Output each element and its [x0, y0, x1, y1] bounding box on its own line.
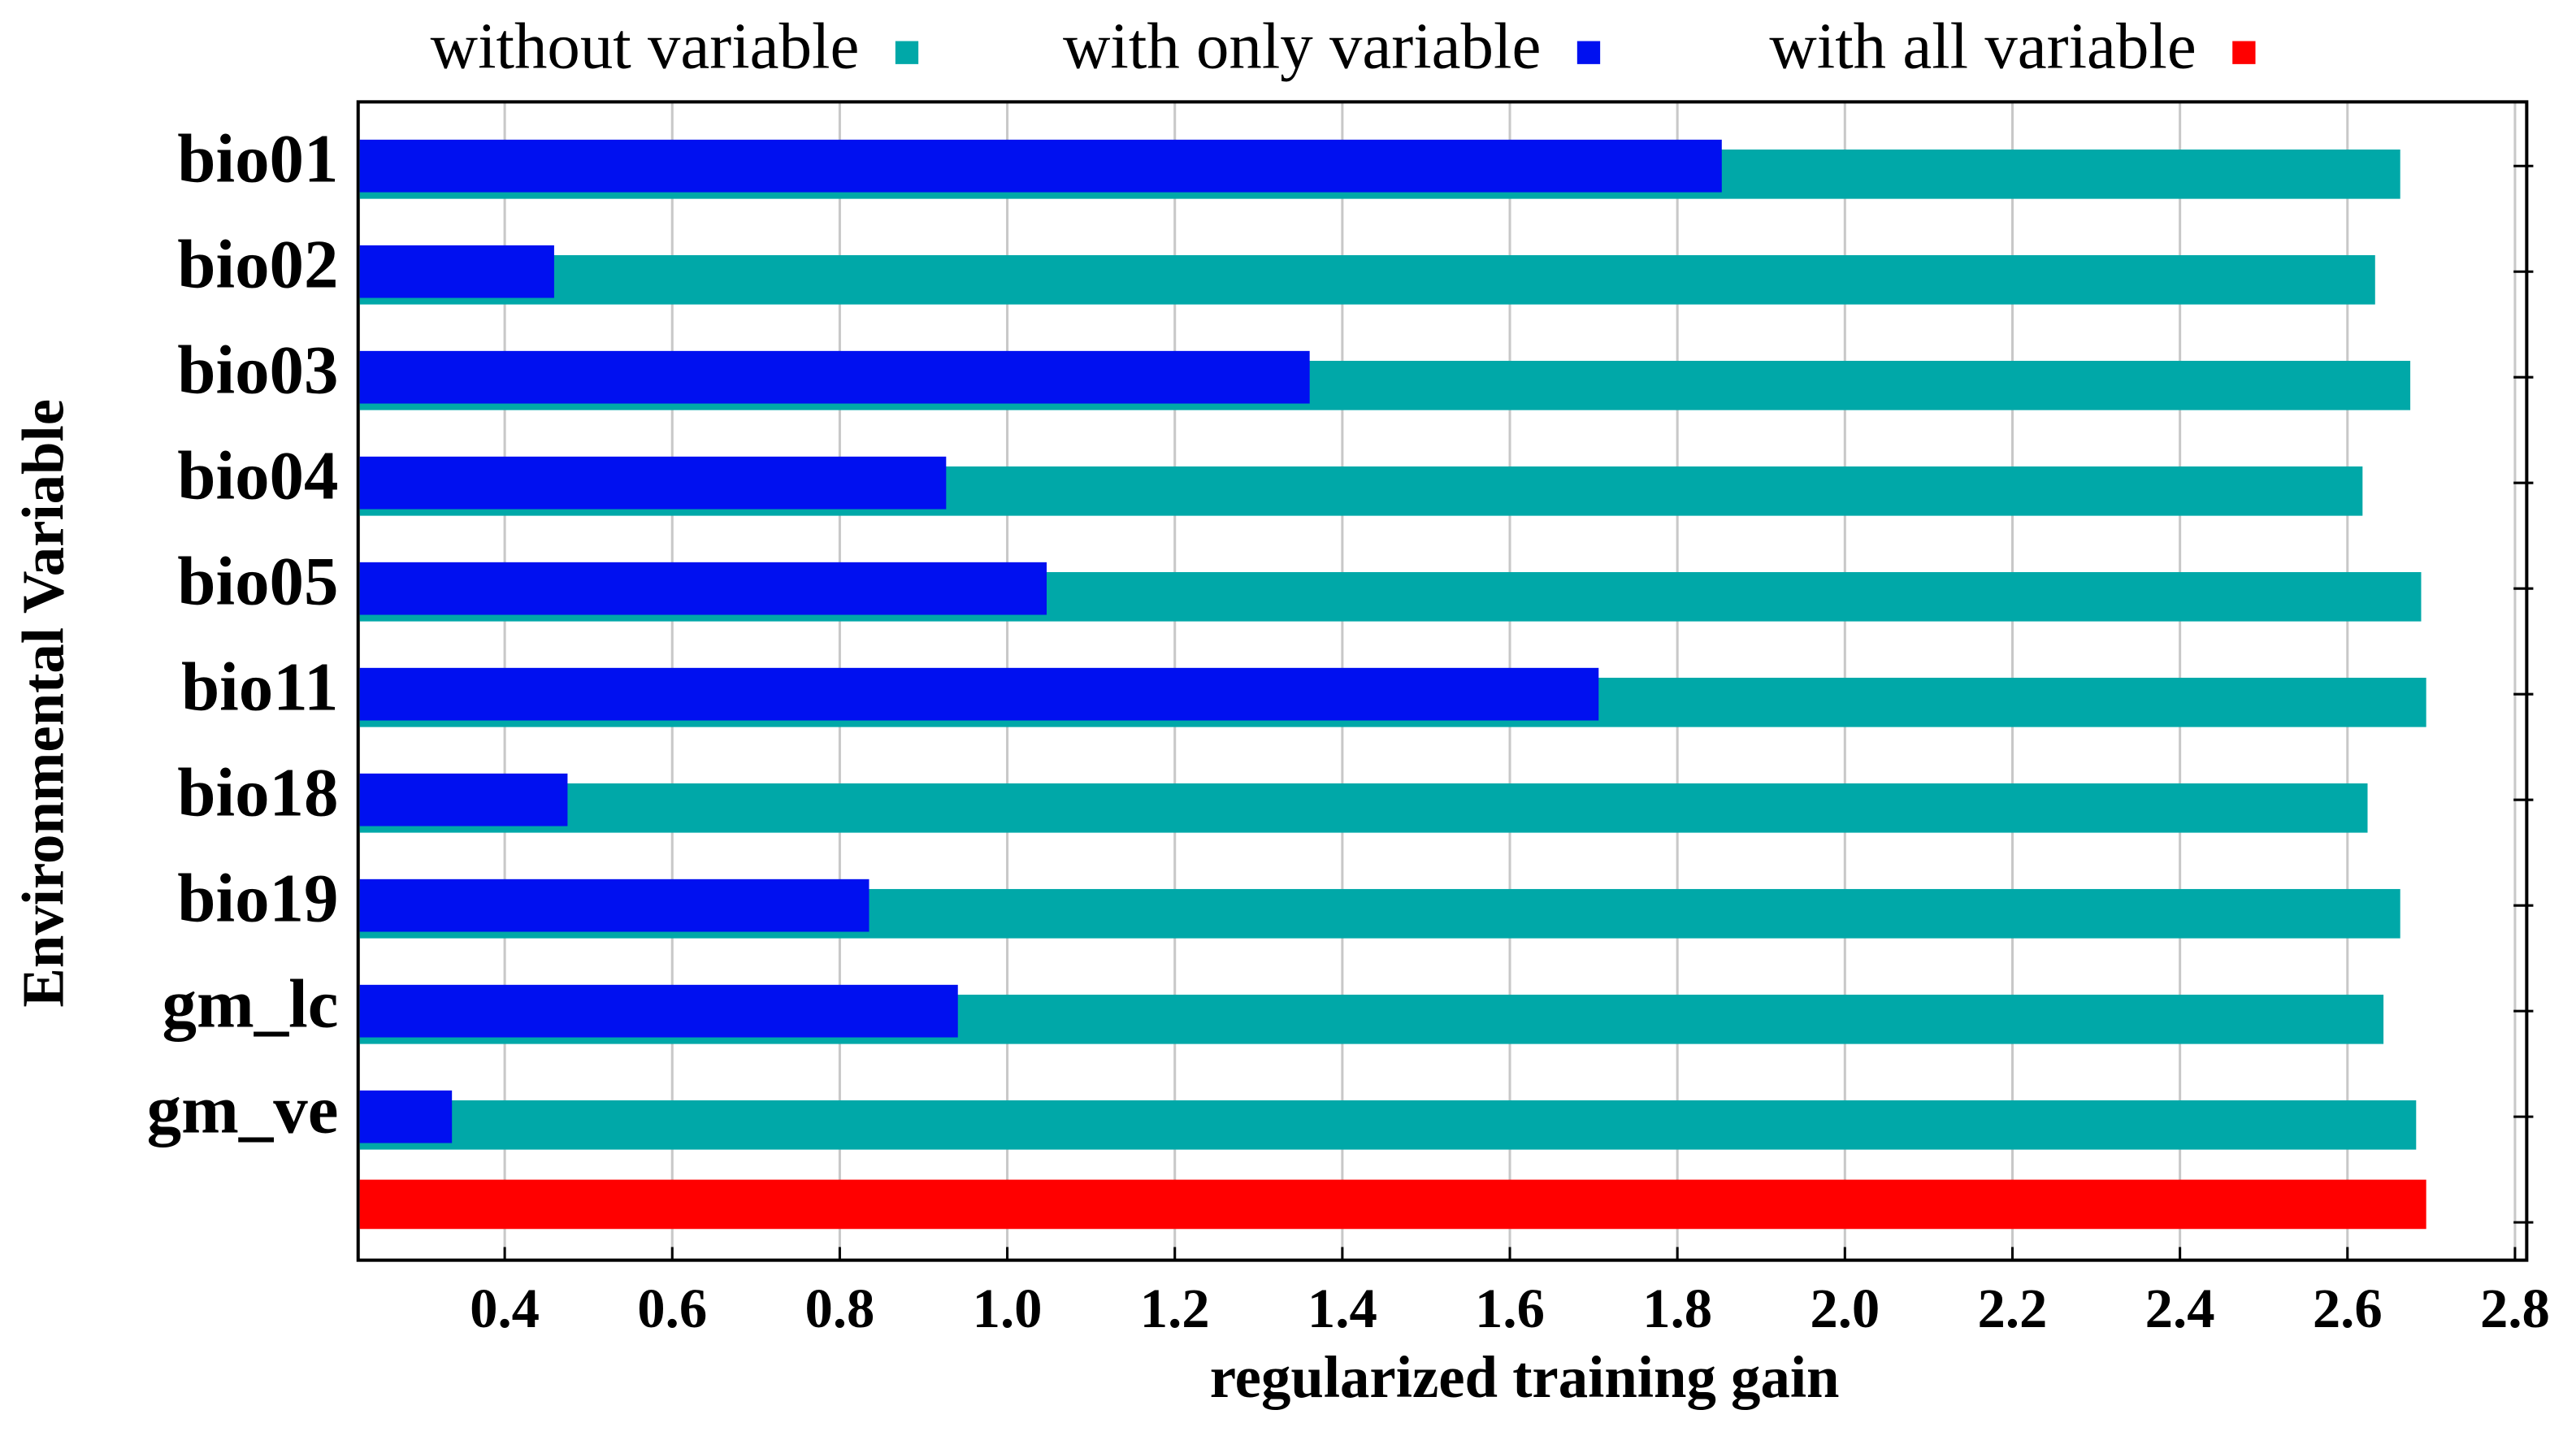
bar [359, 562, 1047, 615]
bar [359, 783, 2368, 833]
y-tick-label: bio18 [177, 755, 338, 831]
bar [359, 245, 554, 298]
x-tick-label: 2.2 [1978, 1278, 2048, 1339]
y-tick-label: bio02 [177, 227, 338, 303]
x-tick-label: 0.6 [637, 1278, 707, 1339]
x-tick-label: 2.4 [2145, 1278, 2215, 1339]
bar [359, 879, 870, 932]
x-axis-label: regularized training gain [1210, 1344, 1840, 1410]
plot-frame [356, 100, 2529, 1262]
x-tick-label: 1.0 [973, 1278, 1043, 1339]
bar [359, 984, 958, 1038]
y-tick-label: bio11 [181, 649, 338, 726]
y-tick-label: bio19 [177, 861, 338, 937]
x-tick-label: 1.8 [1642, 1278, 1712, 1339]
x-tick-label: 1.2 [1140, 1278, 1210, 1339]
legend-label: with only variable [1063, 10, 1541, 82]
x-tick-label: 2.8 [2480, 1278, 2550, 1339]
bar [359, 139, 1722, 193]
y-tick-label: gm_lc [163, 966, 339, 1043]
x-tick-label: 0.8 [804, 1278, 874, 1339]
legend-swatch [895, 41, 919, 64]
x-tick-label: 2.0 [1810, 1278, 1880, 1339]
x-tick-label: 1.4 [1308, 1278, 1377, 1339]
bar [359, 1179, 2426, 1230]
y-axis-label: Environmental Variable [10, 399, 76, 1008]
bar [359, 350, 1310, 404]
legend-swatch [1576, 41, 1601, 64]
y-tick-label: bio01 [177, 121, 338, 197]
bar [359, 1090, 453, 1143]
legend-swatch [2232, 41, 2256, 64]
x-tick-label: 0.4 [470, 1278, 540, 1339]
legend-label: without variable [431, 10, 860, 82]
y-tick-label: bio04 [177, 438, 338, 514]
x-tick-label: 1.6 [1475, 1278, 1545, 1339]
bar [359, 1100, 2417, 1150]
y-tick-label: bio03 [177, 332, 338, 409]
y-tick-label: gm_ve [147, 1072, 339, 1148]
bar [359, 456, 947, 510]
bar [359, 254, 2375, 305]
x-tick-label: 2.6 [2313, 1278, 2383, 1339]
bar [359, 667, 1599, 721]
y-tick-label: bio05 [177, 544, 338, 620]
legend-label: with all variable [1769, 10, 2196, 82]
bar [359, 773, 568, 826]
